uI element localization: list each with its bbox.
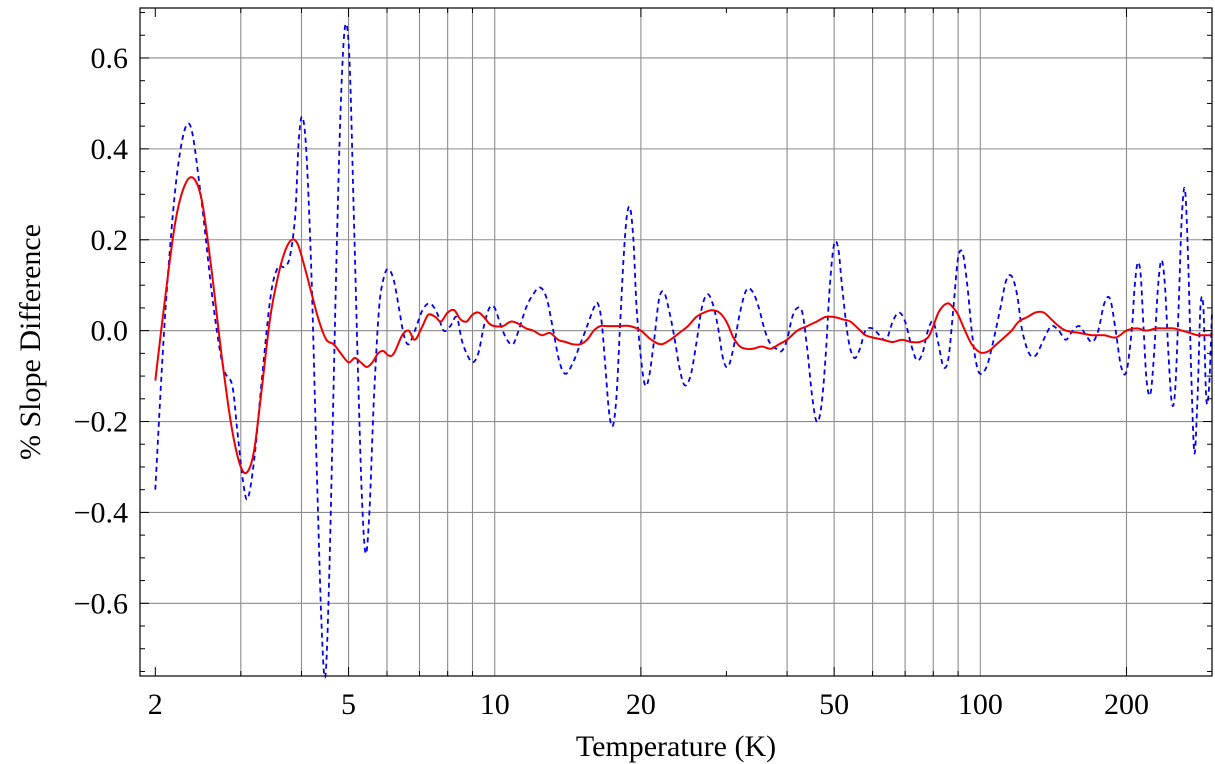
series-group [154, 22, 1213, 679]
y-tick-label--0.4: −0.4 [74, 496, 128, 529]
y-tick-label-0: 0.0 [91, 315, 129, 348]
x-tick-label-10: 10 [480, 688, 510, 721]
y-tick-label--0.2: −0.2 [74, 406, 128, 439]
series-line-red-solid [154, 176, 1212, 475]
x-axis-title: Temperature (K) [576, 730, 776, 763]
series-line-blue-dashed [154, 22, 1213, 679]
y-tick-label-0.6: 0.6 [91, 42, 129, 75]
x-tick-label-5: 5 [341, 688, 356, 721]
x-tick-label-2: 2 [148, 688, 163, 721]
y-tick-label-0.4: 0.4 [91, 133, 129, 166]
x-tick-label-20: 20 [626, 688, 656, 721]
y-tick-label--0.6: −0.6 [74, 587, 128, 620]
y-tick-label-0.2: 0.2 [91, 224, 129, 257]
y-tick-labels: 0.6 0.4 0.2 0.0 −0.2 −0.4 −0.6 [74, 42, 128, 620]
plot-frame [139, 7, 1213, 677]
x-tick-label-50: 50 [819, 688, 849, 721]
x-tick-label-100: 100 [958, 688, 1003, 721]
tick-marks [140, 8, 1213, 676]
y-axis-title: % Slope Difference [14, 224, 47, 460]
x-tick-labels: 2 5 10 20 50 100 200 [148, 688, 1149, 721]
x-tick-label-200: 200 [1104, 688, 1149, 721]
